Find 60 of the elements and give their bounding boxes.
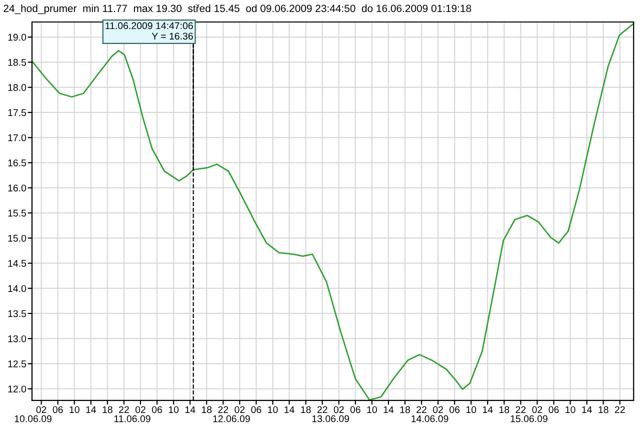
x-tick-label: 18 xyxy=(400,406,410,414)
y-tick-label: 16.0 xyxy=(8,184,26,192)
x-tick-label: 14 xyxy=(482,406,493,413)
y-tick-label: 14.5 xyxy=(8,260,26,267)
x-tick-label: 10 xyxy=(566,406,576,414)
x2-tick-label: 13.06.09 xyxy=(312,415,350,422)
annotation: 11.06.2009 14:47:06 Y = 16.36 xyxy=(106,22,193,40)
x-tick-label: 18 xyxy=(499,406,510,414)
y-tick-label: 13.0 xyxy=(8,335,26,342)
y-tick-label: 18.5 xyxy=(8,58,26,66)
x-tick-label: 14 xyxy=(582,406,592,413)
x-tick-label: 02 xyxy=(532,406,542,414)
x-tick-label: 22 xyxy=(317,406,328,413)
x-tick-label: 14 xyxy=(384,406,394,413)
y-tick-label: 13.5 xyxy=(8,310,26,318)
x-tick-label: 06 xyxy=(152,406,162,414)
x-tick-label: 22 xyxy=(119,406,129,413)
x2-tick-label: 11.06.09 xyxy=(114,415,150,422)
x2-tick-label: 14.06.09 xyxy=(412,415,448,422)
x-tick-label: 02 xyxy=(234,406,245,414)
y-tick-label: 16.5 xyxy=(8,159,26,166)
x-tick-label: 02 xyxy=(334,406,344,414)
x-tick-label: 10 xyxy=(367,406,377,414)
y-tick-label: 17.5 xyxy=(8,109,26,116)
x2-tick-label: 12.06.09 xyxy=(213,415,250,422)
x-tick-label: 10 xyxy=(268,406,278,414)
y-tick-label: 19.0 xyxy=(8,34,26,41)
x-tick-label: 10 xyxy=(466,406,476,414)
y-tick-label: 14.0 xyxy=(8,285,26,292)
x-tick-label: 10 xyxy=(70,406,80,414)
x-tick-label: 22 xyxy=(416,406,426,413)
chart-title: 24_hod_prumer min 11.77 max 19.30 střed 15.45 od 09.06.2009 23:44:50 do 16.06.2009 01:19:18 xyxy=(4,4,472,14)
y-tick-label: 12.5 xyxy=(8,360,26,368)
y-tick-label: 15.5 xyxy=(8,210,26,217)
x-tick-label: 22 xyxy=(614,406,625,413)
y-tick-label: 15.0 xyxy=(8,234,26,242)
x2-tick-label: 10.06.09 xyxy=(14,415,52,422)
x-tick-label: 18 xyxy=(102,406,112,414)
x-tick-label: 06 xyxy=(450,406,460,414)
x-tick-label: 22 xyxy=(218,406,228,413)
x-tick-label: 14 xyxy=(284,406,294,413)
x-tick-label: 18 xyxy=(301,406,311,414)
x-tick-label: 10 xyxy=(168,406,179,414)
x-tick-label: 18 xyxy=(202,406,212,414)
line-series xyxy=(32,23,634,400)
x2-tick-label: 15.06.09 xyxy=(510,415,548,422)
x-tick-label: 22 xyxy=(516,406,526,413)
y-tick-label: 18.0 xyxy=(8,84,26,91)
y-tick-label: 17.0 xyxy=(8,134,26,142)
x-tick-label: 02 xyxy=(433,406,443,414)
x-tick-label: 02 xyxy=(135,406,146,414)
x-tick-label: 06 xyxy=(548,406,559,414)
x-tick-label: 02 xyxy=(36,406,46,414)
x-tick-label: 14 xyxy=(86,406,96,413)
x-tick-label: 06 xyxy=(350,406,360,414)
x-tick-label: 14 xyxy=(185,406,196,413)
x-tick-label: 06 xyxy=(52,406,63,414)
x-tick-label: 06 xyxy=(251,406,262,414)
x-tick-label: 18 xyxy=(598,406,608,414)
y-tick-label: 12.0 xyxy=(8,386,26,392)
